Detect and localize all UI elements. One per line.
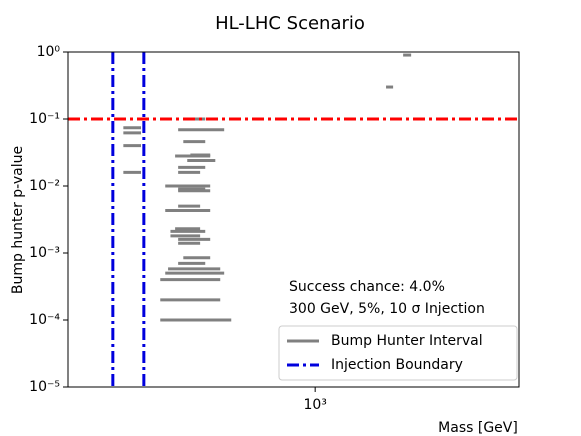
x-tick-label: 10³ xyxy=(303,397,326,413)
annotation: 300 GeV, 5%, 10 σ Injection xyxy=(289,301,485,317)
legend-box xyxy=(278,325,518,381)
y-axis-label: Bump hunter p-value xyxy=(10,146,26,294)
x-axis-label: Mass [GeV] xyxy=(438,420,518,436)
y-tick-label: 10⁻² xyxy=(29,178,60,194)
legend-label: Bump Hunter Interval xyxy=(331,333,483,349)
y-tick-label: 10⁻⁵ xyxy=(29,379,60,395)
y-tick-label: 10⁻³ xyxy=(29,245,60,261)
y-tick-label: 10⁻¹ xyxy=(29,111,60,127)
legend-label: Injection Boundary xyxy=(331,357,463,373)
plot-frame xyxy=(67,51,520,388)
annotation: Success chance: 4.0% xyxy=(289,279,445,295)
y-tick-label: 10⁰ xyxy=(37,44,61,60)
y-tick-label: 10⁻⁴ xyxy=(29,312,60,328)
chart-title: HL-LHC Scenario xyxy=(215,13,365,34)
